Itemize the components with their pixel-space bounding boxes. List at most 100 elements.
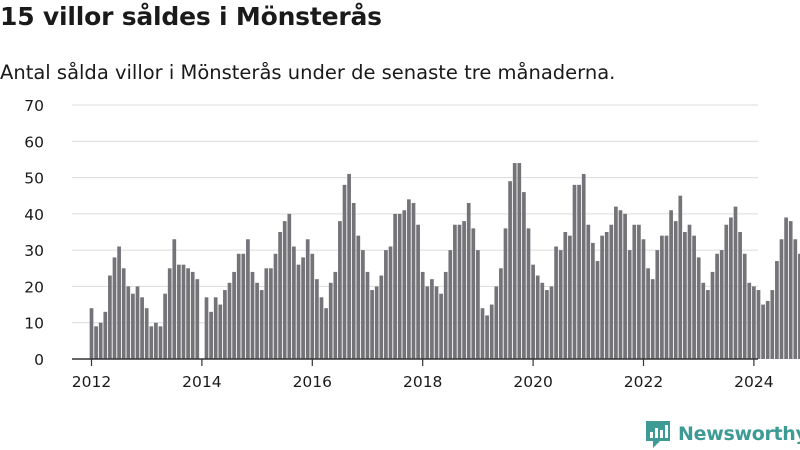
bar <box>388 246 393 359</box>
bar <box>641 239 646 359</box>
bar <box>112 257 117 359</box>
bar <box>692 235 696 359</box>
bar <box>535 275 540 359</box>
bar <box>163 293 167 359</box>
bar <box>287 213 292 359</box>
y-tick-label: 60 <box>24 133 44 151</box>
bar <box>393 213 397 359</box>
x-axis: 20122014201620182020202220242026 <box>72 358 774 391</box>
bar <box>788 221 793 359</box>
bar <box>669 210 673 359</box>
bar <box>430 279 434 359</box>
bar <box>131 293 135 359</box>
bar <box>407 199 411 359</box>
bar <box>273 253 278 359</box>
bar <box>572 184 577 359</box>
bar <box>453 224 457 359</box>
bar <box>241 253 246 359</box>
bar <box>499 268 503 359</box>
bar <box>466 202 471 359</box>
bar <box>397 213 402 359</box>
bar <box>292 246 296 359</box>
bar <box>374 286 379 359</box>
bar <box>568 235 572 359</box>
bar <box>448 250 453 359</box>
x-tick-label: 2014 <box>182 373 221 391</box>
bar <box>338 221 342 359</box>
bar <box>223 290 227 359</box>
bar <box>558 250 563 359</box>
bar <box>577 184 581 359</box>
bar <box>333 271 338 359</box>
bar-chart-logo-icon <box>646 421 670 448</box>
brand-name: Newsworthy <box>678 423 800 445</box>
bar <box>218 304 223 359</box>
bar <box>232 271 236 359</box>
bar <box>177 264 181 359</box>
bar <box>103 311 108 359</box>
bar <box>655 250 660 359</box>
x-tick-label: 2024 <box>734 373 773 391</box>
newsworthy-logo[interactable]: Newsworthy <box>644 419 800 449</box>
bar <box>485 315 489 359</box>
bar <box>489 304 494 359</box>
bar <box>379 275 384 359</box>
bar <box>282 221 287 359</box>
bar <box>508 181 512 359</box>
bar <box>494 286 499 359</box>
bar <box>140 297 144 359</box>
y-tick-label: 30 <box>24 242 44 260</box>
bar <box>342 184 347 359</box>
bar <box>471 228 476 359</box>
bar <box>296 264 301 359</box>
bar <box>719 250 724 359</box>
bar <box>678 195 683 359</box>
y-tick-label: 50 <box>24 170 44 188</box>
bar <box>696 257 701 359</box>
bar <box>595 261 600 359</box>
bar <box>264 268 269 359</box>
bar <box>742 253 747 359</box>
bar <box>512 163 517 359</box>
bar <box>356 235 361 359</box>
bar <box>416 224 420 359</box>
bar <box>328 282 333 359</box>
bar <box>324 308 328 359</box>
bar <box>710 271 715 359</box>
bar <box>278 232 282 359</box>
bar <box>627 250 632 359</box>
bar <box>310 253 315 359</box>
bar <box>761 304 765 359</box>
bar <box>462 221 466 359</box>
bar <box>365 271 370 359</box>
bar <box>250 271 255 359</box>
bar <box>117 246 121 359</box>
bar <box>531 264 535 359</box>
bar <box>255 282 259 359</box>
bar <box>798 253 800 359</box>
bar <box>167 268 172 359</box>
bar <box>623 213 627 359</box>
bar <box>729 217 733 359</box>
bar <box>236 253 241 359</box>
bar <box>98 322 103 359</box>
bar <box>480 308 485 359</box>
bar <box>770 290 775 359</box>
bar <box>347 173 351 359</box>
bar <box>213 297 218 359</box>
bar <box>149 326 154 359</box>
x-tick-label: 2012 <box>72 373 111 391</box>
bar <box>246 239 250 359</box>
bar <box>434 286 439 359</box>
bar <box>779 239 784 359</box>
bar <box>646 268 650 359</box>
bar <box>554 246 558 359</box>
bar <box>121 268 126 359</box>
bar <box>549 286 554 359</box>
bar <box>784 217 788 359</box>
bar <box>186 268 190 359</box>
bar <box>683 232 687 359</box>
bar <box>609 224 614 359</box>
bar <box>172 239 177 359</box>
